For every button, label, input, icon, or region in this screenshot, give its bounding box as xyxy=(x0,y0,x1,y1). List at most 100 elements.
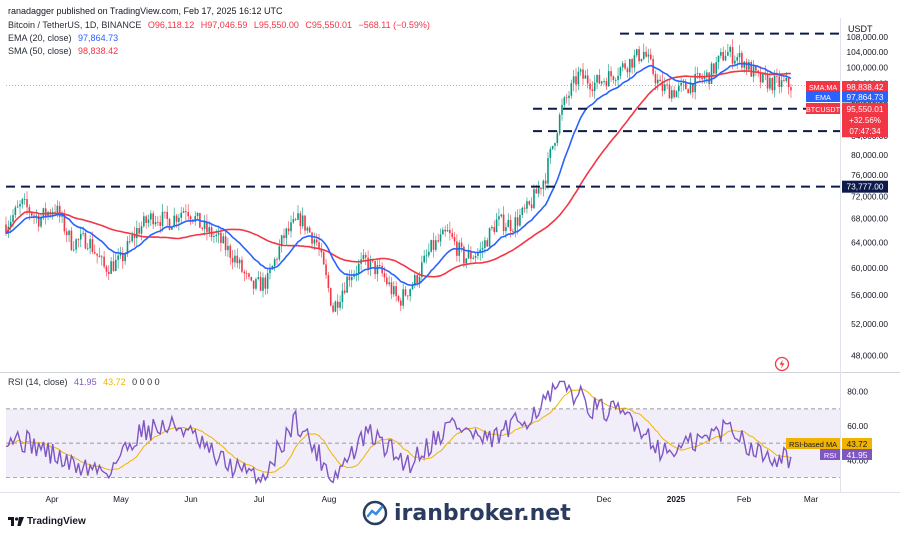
low-value: L95,550.00 xyxy=(253,20,299,30)
candle-body xyxy=(488,228,491,247)
price-tag-name: EMA xyxy=(815,93,831,102)
candle-body xyxy=(663,84,666,91)
candle-body xyxy=(217,232,220,235)
rsi-value: 41.95 xyxy=(74,377,97,387)
candle-body xyxy=(40,216,42,227)
candle-body xyxy=(350,276,353,281)
price-tag-value-bg xyxy=(842,91,888,102)
high-value: H97,046.59 xyxy=(200,20,248,30)
candle-body xyxy=(661,81,664,91)
candle-body xyxy=(484,240,486,248)
candle-body xyxy=(570,83,573,96)
candle-body xyxy=(607,71,610,87)
candle-body xyxy=(301,215,304,227)
candle-body xyxy=(187,212,190,217)
candle-body xyxy=(154,221,157,225)
candle-body xyxy=(201,227,204,229)
candle-body xyxy=(105,266,108,272)
candle-body xyxy=(729,47,732,52)
candle-body xyxy=(206,221,208,232)
sma-legend[interactable]: SMA (50, close) 98,838.42 xyxy=(8,46,122,56)
ema-line xyxy=(5,62,792,287)
candle-body xyxy=(189,216,192,220)
tradingview-brand[interactable]: TradingView xyxy=(8,516,86,527)
candle-body xyxy=(285,228,288,239)
x-tick-label: May xyxy=(113,494,130,504)
price-tag-value-bg xyxy=(842,103,888,137)
candle-body xyxy=(320,249,323,253)
candle-body xyxy=(715,62,717,74)
candle-body xyxy=(600,81,603,84)
candle-body xyxy=(54,211,56,213)
candle-body xyxy=(738,52,741,58)
candle-body xyxy=(348,276,351,281)
candle-body xyxy=(196,212,199,217)
candle-body xyxy=(649,54,652,60)
candle-body xyxy=(336,301,339,308)
candle-body xyxy=(35,215,38,217)
candle-body xyxy=(400,300,402,306)
candle-body xyxy=(357,263,360,274)
candle-body xyxy=(509,219,512,231)
candle-body xyxy=(556,133,559,144)
y-tick-label: 108,000.00 xyxy=(846,32,888,42)
candle-body xyxy=(112,261,115,271)
candle-body xyxy=(259,277,262,291)
rsi-tag-name: RSI-based MA xyxy=(789,440,837,449)
candle-body xyxy=(446,229,449,232)
candle-body xyxy=(727,51,729,56)
candle-body xyxy=(582,69,584,79)
currency-label[interactable]: USDT xyxy=(848,24,873,34)
candle-body xyxy=(86,248,89,250)
candle-body xyxy=(150,213,152,220)
rsi-line xyxy=(5,380,792,485)
candle-body xyxy=(133,235,136,238)
candle-body xyxy=(96,253,98,256)
rsi-legend[interactable]: RSI (14, close) 41.95 43.72 0 0 0 0 xyxy=(8,377,164,387)
price-tag-name-bg xyxy=(806,91,840,102)
candle-body xyxy=(769,77,771,89)
candle-body xyxy=(37,215,40,227)
candle-body xyxy=(635,49,638,56)
candle-body xyxy=(699,73,701,78)
candle-body xyxy=(341,290,344,302)
candle-body xyxy=(605,81,608,87)
candle-body xyxy=(26,199,28,208)
candle-body xyxy=(65,231,68,236)
candle-body xyxy=(346,276,348,293)
candle-body xyxy=(82,233,84,234)
candle-body xyxy=(568,95,570,99)
candle-body xyxy=(30,212,33,216)
rsi-label: RSI (14, close) xyxy=(8,377,68,387)
y-tick-label: 80,000.00 xyxy=(851,150,888,160)
candle-body xyxy=(19,204,21,207)
candle-body xyxy=(745,61,748,70)
candle-body xyxy=(231,257,234,263)
candle-body xyxy=(713,63,715,74)
candle-body xyxy=(495,219,498,233)
candle-body xyxy=(70,230,73,250)
candle-body xyxy=(633,55,636,68)
candle-body xyxy=(327,275,330,289)
candle-body xyxy=(407,295,409,297)
rsi-tag-value-bg xyxy=(842,438,872,449)
candle-body xyxy=(666,84,668,86)
candle-body xyxy=(486,240,489,247)
sma-label: SMA (50, close) xyxy=(8,46,72,56)
candle-body xyxy=(12,215,14,222)
x-tick-label: Feb xyxy=(737,494,752,504)
candle-body xyxy=(575,76,577,85)
candle-body xyxy=(558,114,561,134)
candle-body xyxy=(467,251,470,259)
ohlc-line: Bitcoin / TetherUS, 1D, BINANCE O96,118.… xyxy=(8,20,434,30)
lightning-icon[interactable] xyxy=(774,356,790,372)
candle-body xyxy=(645,51,647,57)
candle-body xyxy=(98,255,101,258)
candle-body xyxy=(530,204,533,209)
candle-body xyxy=(463,246,465,264)
ema-legend[interactable]: EMA (20, close) 97,864.73 xyxy=(8,33,122,43)
candle-body xyxy=(411,285,414,290)
x-tick-label: Jul xyxy=(254,494,265,504)
candle-body xyxy=(355,273,358,274)
